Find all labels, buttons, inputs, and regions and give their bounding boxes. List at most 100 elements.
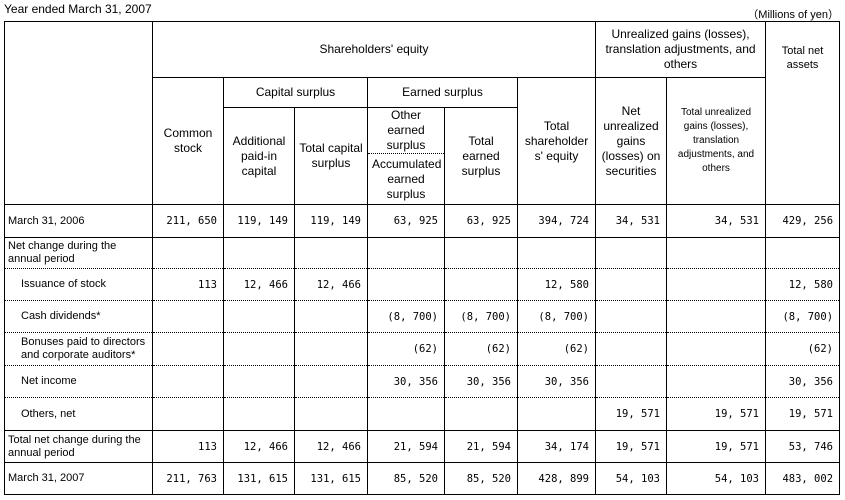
header-total-capital-surplus: Total capital surplus [294, 107, 368, 205]
table-cell [765, 237, 841, 269]
row-label: March 31, 2007 [4, 462, 153, 495]
table-cell [595, 332, 667, 366]
table-cell [367, 268, 445, 301]
table-cell: 12, 580 [765, 268, 841, 301]
table-cell [665, 332, 767, 366]
table-cell [444, 237, 518, 269]
row-label: Issuance of stock [4, 268, 153, 301]
table-row: Net income 30, 356 30, 356 30, 356 30, 3… [4, 365, 841, 398]
header-total-unrealized: Total unrealized gains (losses), transla… [665, 77, 767, 205]
header-total-net-assets: Total net assets [765, 21, 841, 205]
table-caption-unit: （Millions of yen） [747, 9, 839, 21]
table-cell: 12, 580 [517, 268, 596, 301]
row-label: Total net change during the annual perio… [4, 430, 153, 463]
equity-statement-table: Shareholders' equity Unrealized gains (l… [4, 21, 841, 495]
table-cell: (8, 700) [517, 300, 596, 333]
table-cell: 34, 531 [665, 204, 767, 238]
table-cell: 19, 571 [595, 430, 667, 463]
table-cell: 119, 149 [294, 204, 368, 238]
table-row: March 31, 2007 211, 763 131, 615 131, 61… [4, 462, 841, 495]
table-cell [223, 397, 295, 431]
table-cell: (8, 700) [367, 300, 445, 333]
table-cell [444, 397, 518, 431]
table-cell [294, 237, 368, 269]
table-cell: 131, 615 [294, 462, 368, 495]
table-cell [367, 397, 445, 431]
table-cell: (62) [367, 332, 445, 366]
table-cell: 53, 746 [765, 430, 841, 463]
table-cell: 21, 594 [444, 430, 518, 463]
table-cell [595, 268, 667, 301]
table-cell: (62) [765, 332, 841, 366]
table-row: Bonuses paid to directors and corporate … [4, 332, 841, 366]
header-common-stock: Common stock [152, 77, 224, 205]
table-cell: 19, 571 [665, 397, 767, 431]
table-cell: 19, 571 [765, 397, 841, 431]
table-cell [517, 237, 596, 269]
table-cell [152, 300, 224, 333]
table-row: Total net change during the annual perio… [4, 430, 841, 463]
table-cell: 19, 571 [595, 397, 667, 431]
header-shareholders-equity: Shareholders' equity [152, 21, 596, 78]
header-other-earned-surplus: Other earned surplus [367, 107, 445, 154]
table-cell: 54, 103 [665, 462, 767, 495]
table-cell [294, 365, 368, 398]
table-cell: (62) [444, 332, 518, 366]
table-cell: 12, 466 [223, 430, 295, 463]
table-cell: 428, 899 [517, 462, 596, 495]
table-row: March 31, 2006 211, 650 119, 149 119, 14… [4, 204, 841, 238]
table-cell [595, 365, 667, 398]
row-label: Net income [4, 365, 153, 398]
table-cell [665, 300, 767, 333]
table-cell: 113 [152, 430, 224, 463]
table-cell: 19, 571 [665, 430, 767, 463]
table-cell [665, 237, 767, 269]
table-cell: (8, 700) [765, 300, 841, 333]
table-cell: 211, 763 [152, 462, 224, 495]
table-cell: 85, 520 [367, 462, 445, 495]
table-caption-period: Year ended March 31, 2007 [4, 2, 152, 16]
table-cell: 12, 466 [294, 430, 368, 463]
table-cell [517, 397, 596, 431]
table-cell [665, 268, 767, 301]
table-cell: 211, 650 [152, 204, 224, 238]
table-cell [152, 397, 224, 431]
row-label: Net change during the annual period [4, 237, 153, 269]
table-row: Others, net 19, 571 19, 571 19, 571 [4, 397, 841, 431]
header-net-unrealized-gains: Net unrealized gains (losses) on securit… [595, 77, 667, 205]
table-cell [223, 365, 295, 398]
table-cell: 113 [152, 268, 224, 301]
row-label: Bonuses paid to directors and corporate … [4, 332, 153, 366]
table-cell: 12, 466 [294, 268, 368, 301]
row-label: March 31, 2006 [4, 204, 153, 238]
header-total-earned-surplus: Total earned surplus [444, 107, 518, 205]
table-cell: 85, 520 [444, 462, 518, 495]
table-cell: 394, 724 [517, 204, 596, 238]
table-cell [223, 237, 295, 269]
table-cell [223, 332, 295, 366]
table-cell [152, 332, 224, 366]
table-cell [595, 300, 667, 333]
table-cell: 21, 594 [367, 430, 445, 463]
table-cell: 30, 356 [517, 365, 596, 398]
table-cell [152, 237, 224, 269]
table-cell [294, 332, 368, 366]
table-cell: 34, 174 [517, 430, 596, 463]
table-cell [152, 365, 224, 398]
table-cell: 63, 925 [367, 204, 445, 238]
row-label: Others, net [4, 397, 153, 431]
table-cell: 30, 356 [444, 365, 518, 398]
table-cell: (8, 700) [444, 300, 518, 333]
table-cell: 54, 103 [595, 462, 667, 495]
table-cell [223, 300, 295, 333]
table-cell: 429, 256 [765, 204, 841, 238]
table-cell [665, 365, 767, 398]
table-cell: 483, 002 [765, 462, 841, 495]
table-cell: 12, 466 [223, 268, 295, 301]
table-cell: 63, 925 [444, 204, 518, 238]
table-row: Issuance of stock 113 12, 466 12, 466 12… [4, 268, 841, 301]
table-cell: 30, 356 [367, 365, 445, 398]
table-cell [595, 237, 667, 269]
table-cell: 119, 149 [223, 204, 295, 238]
table-cell [294, 397, 368, 431]
